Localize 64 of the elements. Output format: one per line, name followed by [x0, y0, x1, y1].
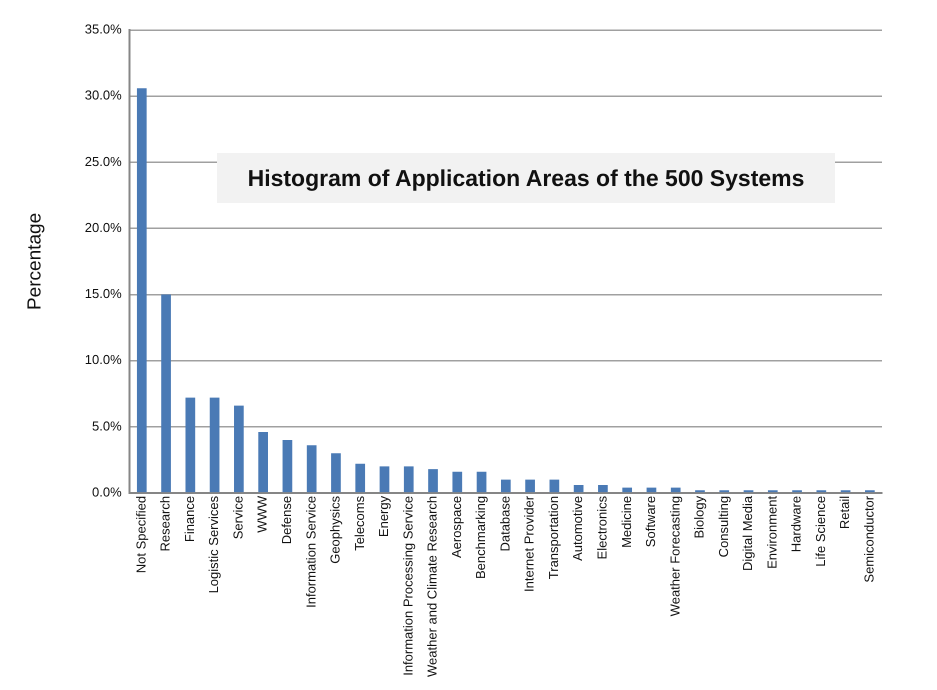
x-tick-label: Transportation	[546, 496, 561, 580]
x-tick-label: Finance	[182, 496, 197, 542]
x-tick-label: Electronics	[594, 495, 610, 560]
y-tick-label: 35.0%	[84, 22, 122, 37]
x-tick-label: Hardware	[788, 496, 804, 552]
x-tick-label: Database	[497, 496, 512, 552]
bar	[646, 488, 656, 492]
bar	[622, 488, 632, 492]
x-tick-label: Telecoms	[352, 495, 367, 551]
x-tick-label: Weather Forecasting	[667, 496, 682, 616]
x-tick-label: Environment	[764, 495, 780, 569]
bar	[525, 480, 535, 492]
bar	[476, 472, 486, 492]
bar	[574, 484, 584, 492]
y-tick-label: 0.0%	[92, 484, 122, 500]
bar	[136, 88, 147, 492]
x-tick-label: Not Specified	[133, 496, 148, 574]
x-tick-label: Logistic Services	[206, 495, 222, 594]
x-tick-label: Retail	[837, 496, 852, 530]
y-tick-label: 10.0%	[84, 352, 122, 368]
bar	[282, 440, 292, 492]
x-tick-label: Semiconductor	[861, 495, 876, 583]
bar	[234, 406, 244, 492]
x-tick-label: Consulting	[716, 496, 731, 558]
bar	[598, 484, 608, 492]
x-tick-label: Geophysics	[328, 495, 343, 564]
x-tick-label: Digital Media	[740, 495, 756, 572]
x-tick-label: Software	[643, 496, 658, 548]
y-tick-label: 30.0%	[84, 88, 122, 103]
bar	[428, 469, 438, 492]
bar	[550, 480, 560, 492]
x-tick-label: Information Service	[303, 496, 318, 608]
x-tick-label: Service	[230, 496, 246, 540]
bar	[355, 464, 366, 492]
bar	[500, 480, 511, 492]
bar	[670, 488, 681, 492]
x-tick-label: Aerospace	[448, 496, 464, 558]
y-axis-title: Percentage	[24, 212, 46, 310]
x-tick-label: Weather and Climate Research	[424, 496, 440, 677]
bar	[452, 472, 462, 492]
x-tick-label: Medicine	[618, 496, 634, 548]
x-tick-label: Energy	[376, 495, 392, 538]
bar	[210, 398, 220, 492]
bar	[258, 432, 268, 492]
x-tick-label: Information Processing Service	[400, 496, 416, 676]
bar	[380, 466, 390, 492]
x-tick-label: Automotive	[570, 496, 586, 561]
y-tick-label: 25.0%	[84, 154, 122, 169]
y-tick-label: 20.0%	[84, 220, 122, 235]
x-tick-label: Biology	[692, 495, 707, 539]
x-tick-label: WWW	[254, 495, 270, 533]
y-tick-label: 5.0%	[92, 418, 122, 434]
bar	[161, 294, 171, 492]
bar	[331, 453, 341, 492]
bar	[185, 398, 196, 492]
x-tick-label: Research	[158, 496, 173, 552]
bar	[306, 445, 317, 492]
text: Histogram of Application Areas of the 500 Systems	[217, 153, 835, 203]
x-tick-label: Defense	[278, 496, 294, 544]
x-tick-label: Benchmarking	[473, 496, 488, 579]
y-tick-label: 15.0%	[84, 286, 122, 302]
x-tick-label: Life Science	[812, 496, 828, 567]
x-tick-label: Internet Provider	[522, 495, 537, 592]
bar	[404, 466, 414, 492]
